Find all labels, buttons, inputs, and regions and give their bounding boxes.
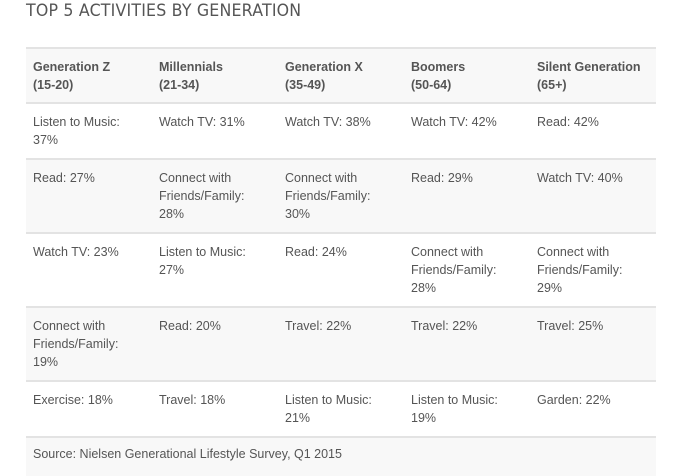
table-cell: Read: 24% (278, 232, 404, 307)
table-row: Exercise: 18% Travel: 18% Listen to Musi… (26, 380, 656, 437)
table-cell: Listen to Music: 21% (278, 380, 404, 437)
table-cell: Read: 29% (404, 158, 530, 233)
table-cell: Exercise: 18% (26, 380, 152, 437)
page-title: TOP 5 ACTIVITIES BY GENERATION (26, 1, 302, 21)
table-cell: Read: 20% (152, 306, 278, 381)
table-cell: Garden: 22% (530, 380, 656, 437)
table-cell: Connect with Friends/Family: 19% (26, 306, 152, 381)
table-row: Read: 27% Connect with Friends/Family: 2… (26, 158, 656, 233)
header-millennials: Millennials (21-34) (152, 47, 278, 103)
table-cell: Connect with Friends/Family: 28% (152, 158, 278, 233)
table-cell: Read: 27% (26, 158, 152, 233)
table-header-row: Generation Z (15-20) Millennials (21-34) G… (26, 47, 656, 103)
table-cell: Watch TV: 42% (404, 102, 530, 159)
table-cell: Read: 42% (530, 102, 656, 159)
table-cell: Listen to Music: 19% (404, 380, 530, 437)
table-row: Watch TV: 23% Listen to Music: 27% Read:… (26, 232, 656, 307)
source-row: Source: Nielsen Generational Lifestyle S… (26, 436, 656, 476)
table-row: Listen to Music: 37% Watch TV: 31% Watch… (26, 102, 656, 159)
table-cell: Watch TV: 38% (278, 102, 404, 159)
table-cell: Travel: 25% (530, 306, 656, 381)
table-cell: Watch TV: 40% (530, 158, 656, 233)
table-cell: Connect with Friends/Family: 30% (278, 158, 404, 233)
table-cell: Connect with Friends/Family: 28% (404, 232, 530, 307)
source-note: Source: Nielsen Generational Lifestyle S… (26, 436, 656, 476)
activities-table: Generation Z (15-20) Millennials (21-34) G… (26, 47, 656, 476)
table-cell: Travel: 18% (152, 380, 278, 437)
table-cell: Watch TV: 31% (152, 102, 278, 159)
header-gen-x: Generation X (35-49) (278, 47, 404, 103)
table-cell: Watch TV: 23% (26, 232, 152, 307)
table-cell: Listen to Music: 37% (26, 102, 152, 159)
header-silent-gen: Silent Generation (65+) (530, 47, 656, 103)
table-cell: Connect with Friends/Family: 29% (530, 232, 656, 307)
table-cell: Travel: 22% (404, 306, 530, 381)
header-gen-z: Generation Z (15-20) (26, 47, 152, 103)
table-cell: Travel: 22% (278, 306, 404, 381)
table-row: Connect with Friends/Family: 19% Read: 2… (26, 306, 656, 381)
header-boomers: Boomers (50-64) (404, 47, 530, 103)
table-cell: Listen to Music: 27% (152, 232, 278, 307)
